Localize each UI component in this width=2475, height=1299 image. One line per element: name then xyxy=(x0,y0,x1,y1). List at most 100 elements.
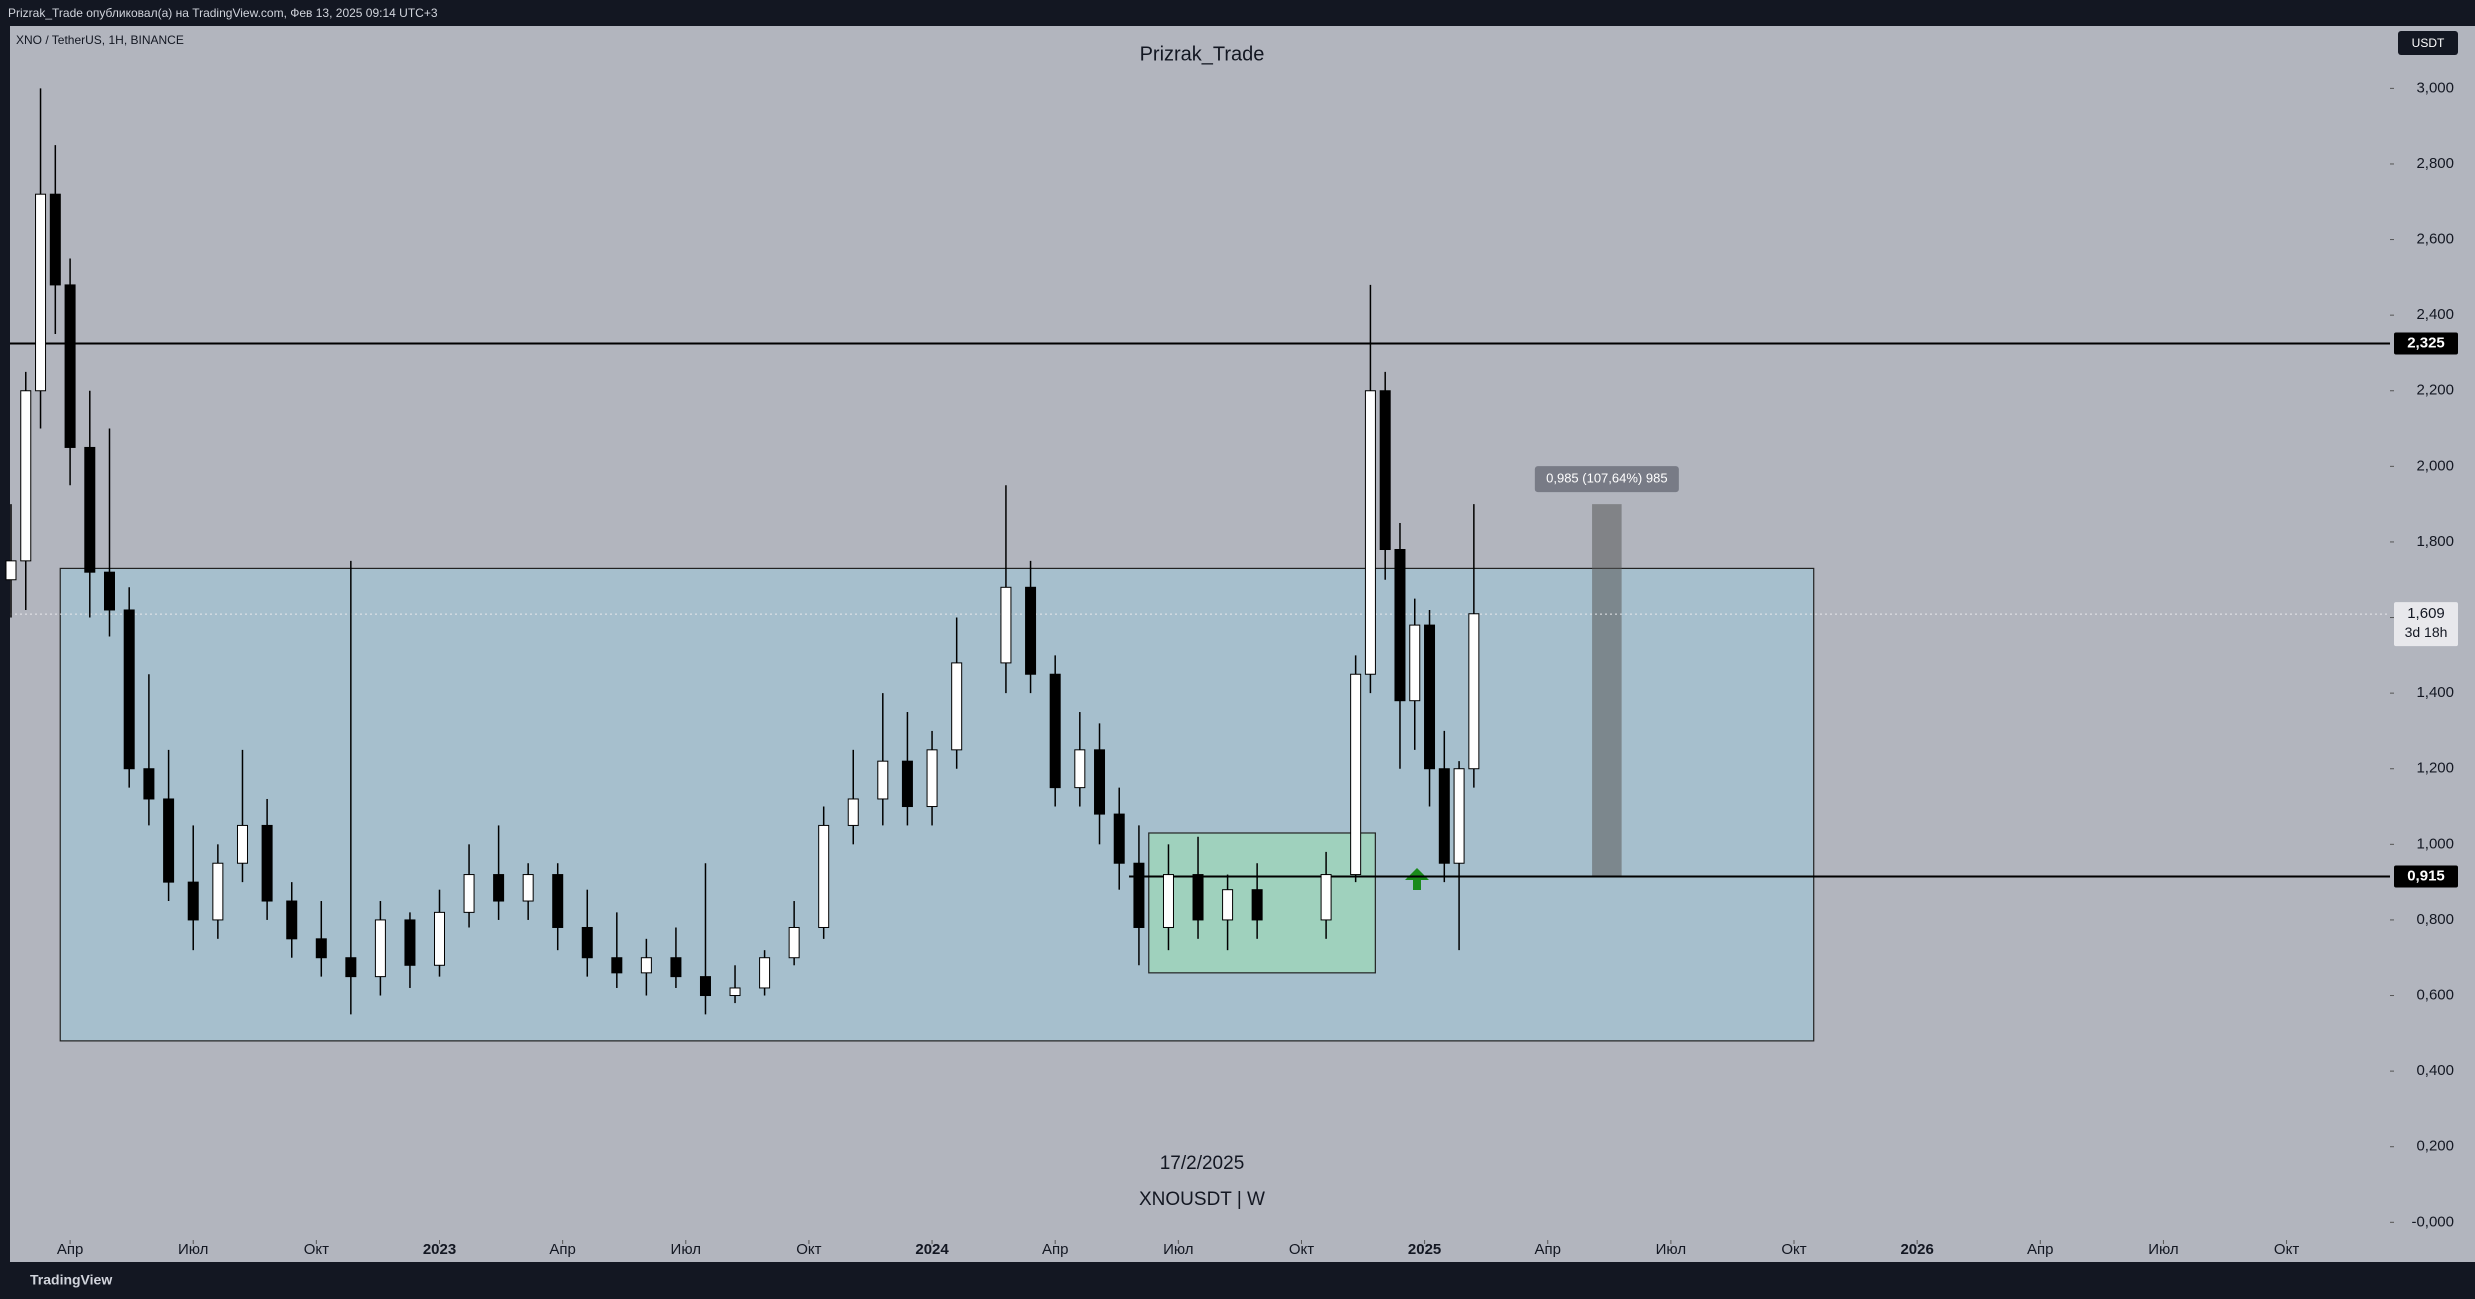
y-tick-label: 1,200 xyxy=(2416,760,2454,777)
x-tick-label: Июл xyxy=(1656,1241,1686,1258)
candle-body xyxy=(1025,586,1037,675)
candle-body xyxy=(103,571,115,611)
candle-body xyxy=(315,938,327,959)
candle-body xyxy=(463,874,475,913)
x-tick-label: 2026 xyxy=(1900,1241,1933,1258)
candle-body xyxy=(611,957,623,974)
candle-body xyxy=(729,987,741,997)
candle-body xyxy=(552,874,564,928)
currency-label: USDT xyxy=(2412,36,2445,50)
candle-body xyxy=(1074,749,1086,789)
x-tick-label: Апр xyxy=(1042,1241,1068,1258)
candle-body xyxy=(374,919,386,978)
y-tick-label: 3,000 xyxy=(2416,79,2454,96)
level-badge xyxy=(2394,332,2458,355)
x-tick-label: Окт xyxy=(304,1241,329,1258)
logo: TradingView xyxy=(30,1272,112,1288)
x-tick-label: Окт xyxy=(1289,1241,1314,1258)
candle-body xyxy=(1049,673,1061,789)
y-tick-label: -0,000 xyxy=(2411,1213,2454,1230)
candle-body xyxy=(404,919,416,966)
candle-body xyxy=(493,874,505,902)
x-tick-label: Апр xyxy=(1534,1241,1560,1258)
candle-body xyxy=(434,911,446,966)
candle-body xyxy=(1424,624,1436,770)
y-tick-label: 2,400 xyxy=(2416,306,2454,323)
x-tick-label: Июл xyxy=(671,1241,701,1258)
candle-body xyxy=(1320,874,1332,921)
measure-label-bg xyxy=(1534,466,1679,493)
last-price-badge xyxy=(2394,602,2458,647)
candle-body xyxy=(1094,749,1106,815)
candle-body xyxy=(1453,768,1465,864)
candle-body xyxy=(1438,768,1450,864)
candle-body xyxy=(187,881,199,921)
candle-body xyxy=(84,446,96,573)
bottom-bar xyxy=(0,1262,2475,1299)
level-label: 0,915 xyxy=(2407,867,2445,884)
y-tick-label: 1,000 xyxy=(2416,835,2454,852)
candle-body xyxy=(1192,874,1204,921)
candle-body xyxy=(345,957,357,978)
y-tick-label: 1,800 xyxy=(2416,533,2454,550)
ticker-label: XNOUSDT | W xyxy=(1139,1189,1265,1210)
level-label: 2,325 xyxy=(2407,334,2445,351)
y-tick-label: 2,600 xyxy=(2416,231,2454,248)
candle-body xyxy=(1133,862,1145,928)
candle-body xyxy=(670,957,682,978)
measure-label: 0,985 (107,64%) 985 xyxy=(1546,471,1667,486)
candle-body xyxy=(759,957,771,989)
last-price-label: 1,609 xyxy=(2407,605,2445,622)
candle-body xyxy=(640,957,652,974)
candle-body xyxy=(951,662,963,751)
candle-body xyxy=(847,798,859,826)
candle-body xyxy=(212,862,224,921)
candle-body xyxy=(1000,586,1012,664)
candle-body xyxy=(143,768,155,800)
y-tick-label: 2,000 xyxy=(2416,457,2454,474)
candle-body xyxy=(818,824,830,928)
x-tick-label: Июл xyxy=(178,1241,208,1258)
candle-body xyxy=(123,609,135,770)
candle-body xyxy=(1409,624,1421,702)
measure-box xyxy=(1592,504,1622,877)
candle-body xyxy=(877,760,889,800)
candle-body xyxy=(1162,874,1174,928)
candle-body xyxy=(261,824,273,902)
candle-body xyxy=(901,760,913,808)
arrow-icon xyxy=(1405,868,1429,890)
x-tick-label: Окт xyxy=(796,1241,821,1258)
level-badge xyxy=(2394,865,2458,888)
countdown-label: 3d 18h xyxy=(2405,624,2448,640)
y-tick-label: 0,800 xyxy=(2416,911,2454,928)
x-tick-label: Апр xyxy=(57,1241,83,1258)
candle-body xyxy=(699,976,711,997)
x-tick-label: 2024 xyxy=(915,1241,949,1258)
candle-body xyxy=(64,284,76,448)
candle-body xyxy=(1364,390,1376,675)
y-tick-label: 2,200 xyxy=(2416,382,2454,399)
candle-body xyxy=(163,798,175,883)
y-tick-label: 0,600 xyxy=(2416,986,2454,1003)
x-tick-label: Апр xyxy=(549,1241,575,1258)
candle-body xyxy=(926,749,938,808)
candle-body xyxy=(286,900,298,940)
chart-title: Prizrak_Trade xyxy=(1140,43,1265,65)
candle-body xyxy=(581,926,593,959)
y-tick-label: 1,400 xyxy=(2416,684,2454,701)
x-tick-label: Июл xyxy=(1163,1241,1193,1258)
currency-badge xyxy=(2398,31,2458,55)
x-tick-label: Окт xyxy=(2274,1241,2299,1258)
candle-body xyxy=(522,874,534,902)
candle-body xyxy=(236,824,248,864)
candle-body xyxy=(1222,889,1234,921)
y-tick-label: 0,200 xyxy=(2416,1138,2454,1155)
candle-body xyxy=(20,390,32,562)
date-label: 17/2/2025 xyxy=(1160,1153,1245,1174)
candle-body xyxy=(1394,549,1406,702)
chart-area xyxy=(10,26,2390,1262)
candle-body xyxy=(1251,889,1263,921)
candle-body xyxy=(5,560,17,581)
